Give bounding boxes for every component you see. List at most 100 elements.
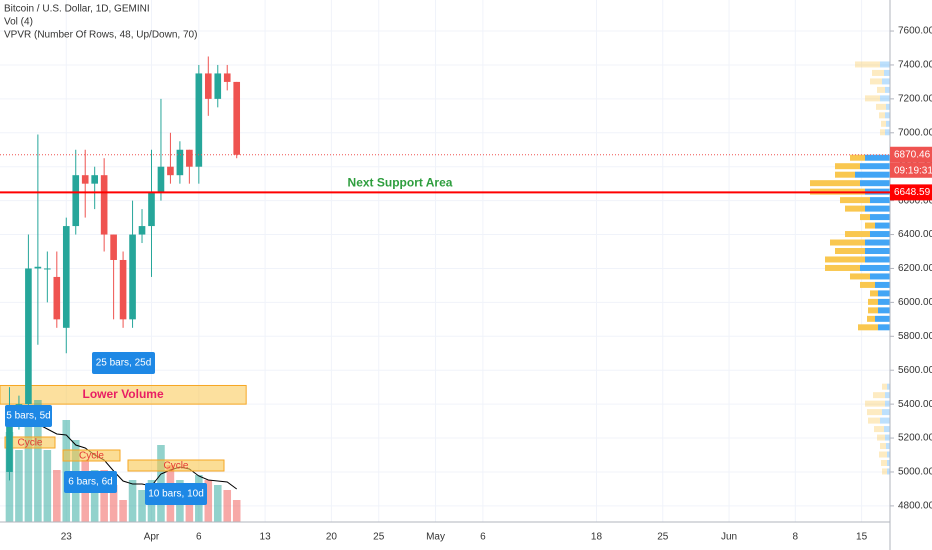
volume-bar — [43, 450, 52, 522]
profile-up — [875, 315, 890, 322]
candle-body — [62, 226, 70, 328]
profile-up — [885, 86, 890, 93]
candle-body — [138, 226, 146, 235]
volume-bar — [213, 485, 222, 522]
measure-box — [5, 405, 52, 427]
profile-up — [878, 298, 890, 305]
profile-up — [878, 324, 890, 331]
profile-down — [835, 171, 855, 178]
profile-down — [850, 154, 865, 161]
candle-body — [195, 73, 203, 167]
profile-down — [876, 103, 886, 110]
profile-down — [825, 256, 865, 263]
profile-down — [870, 290, 878, 297]
y-tick-label: 5000.00 — [898, 467, 932, 478]
cycle-label: Cycle — [17, 438, 42, 449]
measure-box — [64, 471, 117, 493]
profile-up — [885, 129, 890, 136]
profile-down — [882, 468, 887, 475]
y-tick-label: 7000.00 — [898, 127, 932, 138]
y-tick-label: 6400.00 — [898, 229, 932, 240]
indicator-label: Vol (4) — [4, 17, 33, 28]
candle-body — [44, 268, 51, 270]
profile-down — [858, 324, 878, 331]
candle-body — [167, 166, 174, 176]
profile-down — [877, 86, 885, 93]
profile-down — [877, 434, 885, 441]
candle-body — [223, 73, 231, 82]
volume-bar — [90, 470, 99, 522]
x-tick-label: Jun — [721, 532, 737, 543]
candle-body — [25, 268, 32, 405]
profile-up — [870, 214, 890, 221]
profile-up — [865, 256, 890, 263]
candle-body — [110, 234, 117, 260]
profile-down — [830, 239, 865, 246]
y-tick-label: 5800.00 — [898, 331, 932, 342]
profile-up — [886, 120, 890, 127]
indicator-label: VPVR (Number Of Rows, 48, Up/Down, 70) — [4, 30, 197, 41]
measure-label: 10 bars, 10d — [148, 489, 204, 500]
volume-bar — [24, 415, 33, 522]
cycle-box — [127, 459, 225, 472]
candle-body — [72, 175, 80, 227]
support-label: Next Support Area — [348, 176, 453, 190]
support-price-box — [890, 184, 932, 201]
profile-up — [865, 205, 890, 212]
profile-down — [860, 281, 875, 288]
measure-box — [92, 352, 155, 374]
volume-ma-line — [37, 423, 237, 490]
candle-body — [157, 166, 165, 193]
measure-label: 6 bars, 6d — [68, 477, 112, 488]
candle-body — [186, 149, 193, 167]
y-tick-label: 5600.00 — [898, 365, 932, 376]
profile-up — [870, 273, 890, 280]
y-tick-label: 6000.00 — [898, 297, 932, 308]
profile-up — [884, 69, 890, 76]
measure-label: 5 bars, 5d — [6, 411, 50, 422]
profile-up — [884, 426, 890, 433]
volume-bar — [100, 470, 108, 522]
lower-volume-zone — [0, 384, 247, 405]
profile-up — [875, 222, 890, 229]
last-price-box — [890, 146, 932, 163]
candle-body — [214, 73, 222, 99]
profile-up — [886, 103, 890, 110]
profile-down — [845, 205, 865, 212]
grid — [0, 0, 890, 522]
y-tick-label: 6600.00 — [898, 195, 932, 206]
profile-down — [855, 61, 880, 68]
profile-down — [867, 409, 882, 416]
profile-down — [865, 222, 875, 229]
y-tick-label: 4800.00 — [898, 501, 932, 512]
x-tick-label: 25 — [373, 532, 385, 543]
x-tick-label: 23 — [61, 532, 73, 543]
profile-up — [882, 409, 890, 416]
profile-down — [867, 315, 875, 322]
profile-up — [860, 264, 890, 271]
x-tick-label: 20 — [326, 532, 338, 543]
volume-bar — [34, 400, 42, 522]
y-tick-label: 5400.00 — [898, 399, 932, 410]
profile-up — [865, 248, 890, 255]
profile-down — [865, 400, 885, 407]
volume-bar — [15, 450, 23, 522]
x-tick-label: 6 — [196, 532, 202, 543]
candle-body — [34, 266, 42, 269]
profile-up — [870, 197, 890, 204]
profile-up — [878, 307, 890, 314]
profile-down — [879, 112, 885, 119]
x-tick-label: Apr — [144, 532, 160, 543]
profile-down — [845, 231, 870, 238]
profile-down — [873, 392, 885, 399]
candle-body — [81, 175, 89, 184]
volume-bar — [232, 500, 241, 522]
profile-down — [835, 248, 865, 255]
candle-body — [6, 412, 13, 472]
profile-up — [885, 392, 890, 399]
x-tick-label: May — [426, 532, 445, 543]
volume-bar — [119, 500, 127, 522]
y-tick-label: 6200.00 — [898, 263, 932, 274]
candle-body — [119, 259, 127, 320]
profile-down — [880, 443, 886, 450]
